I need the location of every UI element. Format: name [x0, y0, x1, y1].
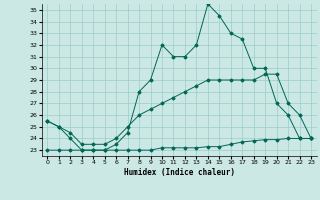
X-axis label: Humidex (Indice chaleur): Humidex (Indice chaleur) — [124, 168, 235, 177]
